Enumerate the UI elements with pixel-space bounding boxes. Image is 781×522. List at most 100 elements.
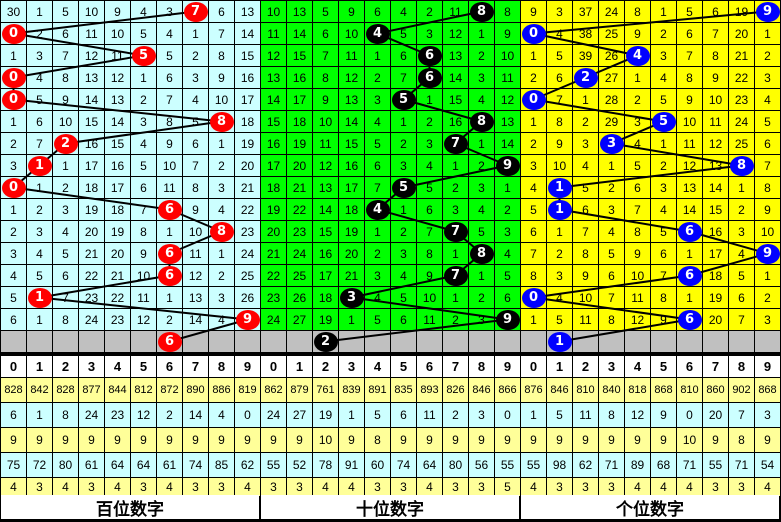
grid-cell: 8	[53, 67, 78, 88]
grid-cell: 29	[599, 111, 624, 132]
digit-header: 2	[53, 356, 78, 377]
grid-cell: 11	[625, 287, 650, 308]
grid-cell: 10	[157, 155, 182, 176]
grid-cell: 1	[521, 309, 546, 330]
digit-header: 3	[599, 356, 624, 377]
grid-cell: 6	[157, 67, 182, 88]
stat-cell: 3	[729, 478, 754, 496]
grid-cell: 2	[729, 199, 754, 220]
grid-cell: 27	[599, 67, 624, 88]
grid-cell: 12	[79, 45, 104, 66]
grid-cell: 37	[573, 1, 598, 22]
hit-ball: 6	[677, 221, 702, 242]
grid-cell: 15	[443, 89, 468, 110]
stat-cell: 56	[469, 453, 494, 477]
grid-cell: 9	[157, 133, 182, 154]
grid-cell: 3	[157, 1, 182, 22]
digit-header: 6	[417, 356, 442, 377]
stat-cell: 3	[755, 403, 780, 427]
grid-cell: 20	[235, 155, 260, 176]
grid-cell: 24	[79, 309, 104, 330]
grid-cell: 13	[79, 67, 104, 88]
grid-cell: 9	[547, 133, 572, 154]
digit-header: 2	[313, 356, 338, 377]
grid-cell: 13	[183, 287, 208, 308]
grid-cell: 16	[287, 67, 312, 88]
grid-cell: 6	[365, 155, 390, 176]
digit-header: 4	[365, 356, 390, 377]
grid-cell: 11	[79, 23, 104, 44]
grid-cell: 3	[599, 199, 624, 220]
stat-cell: 9	[27, 428, 52, 452]
stat-cell: 9	[209, 428, 234, 452]
grid-cell: 4	[417, 155, 442, 176]
hit-ball: 7	[443, 133, 468, 154]
prediction-cell	[729, 331, 754, 352]
grid-cell: 6	[755, 133, 780, 154]
grid-cell: 14	[703, 177, 728, 198]
grid-cell: 7	[131, 199, 156, 220]
grid-cell: 1	[599, 155, 624, 176]
grid-cell: 3	[209, 177, 234, 198]
stat-cell: 846	[469, 378, 494, 402]
prediction-cell	[235, 331, 260, 352]
grid-cell: 5	[625, 155, 650, 176]
grid-cell: 3	[469, 67, 494, 88]
grid-cell: 2	[755, 287, 780, 308]
grid-cell: 23	[729, 89, 754, 110]
grid-cell: 19	[339, 221, 364, 242]
grid-cell: 5	[27, 89, 52, 110]
prediction-cell	[365, 331, 390, 352]
grid-cell: 14	[183, 309, 208, 330]
hit-ball: 6	[157, 265, 182, 286]
grid-cell: 3	[755, 309, 780, 330]
digit-header: 7	[183, 356, 208, 377]
stat-cell: 8	[599, 403, 624, 427]
grid-cell: 4	[131, 133, 156, 154]
grid-cell: 14	[313, 199, 338, 220]
grid-cell: 5	[469, 221, 494, 242]
grid-cell: 6	[53, 23, 78, 44]
prediction-cell	[287, 331, 312, 352]
grid-cell: 1	[417, 89, 442, 110]
stat-cell: 0	[677, 403, 702, 427]
grid-cell: 9	[131, 243, 156, 264]
grid-cell: 6	[27, 111, 52, 132]
stat-cell: 3	[443, 478, 468, 496]
grid-cell: 5	[183, 111, 208, 132]
grid-cell: 10	[677, 111, 702, 132]
grid-cell: 7	[365, 177, 390, 198]
stat-cell: 80	[53, 453, 78, 477]
grid-cell: 3	[1, 155, 26, 176]
grid-cell: 4	[625, 133, 650, 154]
stat-cell: 8	[53, 403, 78, 427]
stat-cell: 9	[651, 403, 676, 427]
grid-cell: 10	[755, 221, 780, 242]
stat-cell: 0	[235, 403, 260, 427]
stat-cell: 876	[521, 378, 546, 402]
grid-cell: 2	[521, 133, 546, 154]
stat-cell: 818	[625, 378, 650, 402]
hit-ball: 0	[1, 67, 26, 88]
grid-cell: 9	[53, 89, 78, 110]
grid-cell: 1	[131, 67, 156, 88]
grid-cell: 4	[729, 243, 754, 264]
grid-cell: 1	[469, 265, 494, 286]
hit-ball: 4	[625, 45, 650, 66]
grid-cell: 20	[339, 243, 364, 264]
hit-ball: 3	[339, 287, 364, 308]
grid-cell: 3	[183, 67, 208, 88]
grid-cell: 23	[105, 309, 130, 330]
digit-header: 8	[209, 356, 234, 377]
units-stats: 0 1 2 3 4 5 6 7 8 9 876 846 810 840 818 868 810 860 902 868…	[521, 356, 780, 496]
grid-cell: 9	[417, 265, 442, 286]
grid-cell: 2	[1, 133, 26, 154]
stat-cell: 893	[417, 378, 442, 402]
grid-cell: 14	[495, 133, 520, 154]
grid-cell: 7	[547, 89, 572, 110]
grid-cell: 6	[521, 221, 546, 242]
panel-label: 个位数字	[521, 495, 779, 520]
grid-cell: 1	[443, 243, 468, 264]
stat-cell: 846	[547, 378, 572, 402]
grid-cell: 25	[729, 133, 754, 154]
